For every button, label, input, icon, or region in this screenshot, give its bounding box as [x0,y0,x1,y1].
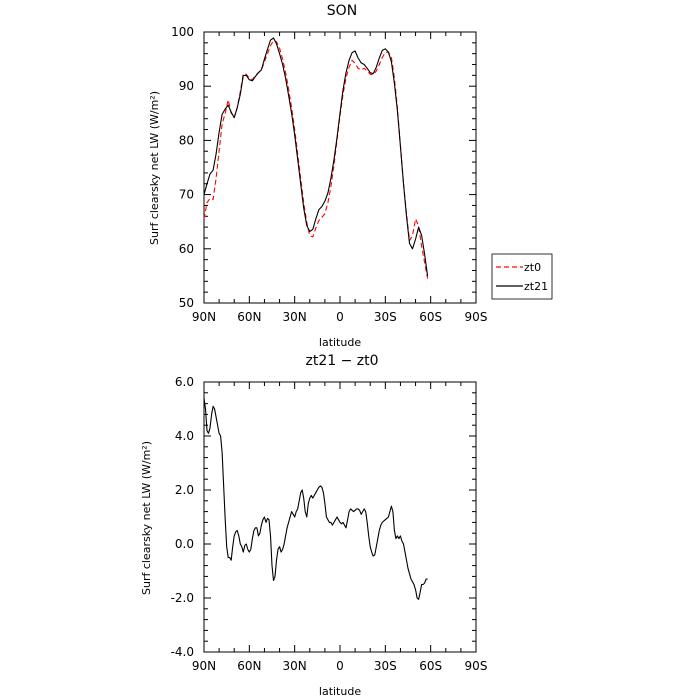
y-tick-label: 2.0 [175,483,194,497]
y-tick-label: 6.0 [175,375,194,389]
y-tick-label: 60 [179,242,194,256]
x-tick-label: 90N [192,659,216,673]
x-tick-label: 90S [465,310,488,324]
panel-diff: zt21 − zt0 90N 60N 30N 0 30S 60S 90S -4.0 -2.0 0.… [140,353,487,698]
y-axis-label-diff: Surf clearsky net LW (W/m²) [140,441,153,595]
series-group-diff [203,398,428,600]
x-tick-label: 60N [237,659,261,673]
x-tick-label: 60N [237,310,261,324]
y-tick-label: -2.0 [171,591,194,605]
chart-title-diff: zt21 − zt0 [305,353,378,369]
x-tick-label: 90N [192,310,216,324]
x-tick-label: 60S [419,310,442,324]
x-axis-label-son: latitude [319,336,361,349]
x-tick-label: 0 [336,310,344,324]
x-tick-label: 30N [283,659,307,673]
axis-ticks-son: 90N 60N 30N 0 30S 60S 90S 50 60 70 80 90 100 [171,25,487,324]
axis-ticks-diff: 90N 60N 30N 0 30S 60S 90S -4.0 -2.0 0.0 2.0 4.0 6.0 [171,375,488,673]
y-tick-label: 0.0 [175,537,194,551]
plot-frame-diff [203,381,477,653]
series-line-zt0 [203,40,429,279]
x-tick-label: 30S [374,310,397,324]
y-axis-label-son: Surf clearsky net LW (W/m²) [148,91,161,245]
panel-son: SON 90N 60N 30N 0 30S 60S 90S 50 60 70 80 90 100 lat… [148,3,487,349]
y-tick-label: 70 [179,188,194,202]
x-tick-label: 30S [374,659,397,673]
legend-box [491,253,553,300]
y-tick-label: 50 [179,296,194,310]
x-tick-label: 30N [283,310,307,324]
plot-frame-son [203,31,477,304]
y-tick-label: -4.0 [171,645,194,659]
legend: zt0 zt21 [491,253,553,300]
legend-label-zt0: zt0 [524,261,541,274]
x-tick-label: 0 [336,659,344,673]
x-tick-label: 90S [465,659,488,673]
x-axis-label-diff: latitude [319,685,361,698]
series-group-son [203,37,429,279]
y-tick-label: 4.0 [175,429,194,443]
y-tick-label: 100 [171,25,194,39]
chart-title-son: SON [327,3,357,19]
y-tick-label: 90 [179,79,194,93]
y-tick-label: 80 [179,133,194,147]
series-line-diff [203,398,428,600]
x-tick-label: 60S [419,659,442,673]
legend-label-zt21: zt21 [524,280,548,293]
series-line-zt21 [203,37,429,276]
